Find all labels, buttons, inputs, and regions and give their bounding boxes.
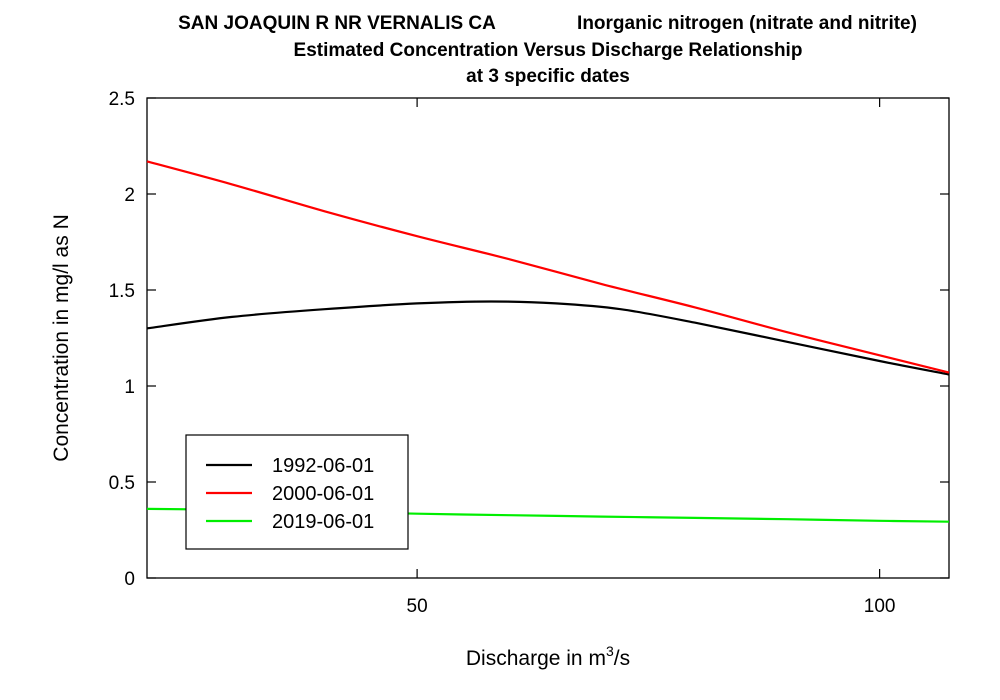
series-line-1992-06-01 xyxy=(146,300,950,376)
legend-label-2019-06-01: 2019-06-01 xyxy=(272,511,374,533)
x-axis-label-prefix: Discharge in m xyxy=(466,647,606,670)
chart-title-line1-left: SAN JOAQUIN R NR VERNALIS CA xyxy=(178,13,496,34)
x-tick-label-0: 50 xyxy=(407,596,428,617)
legend: 1992-06-01 2000-06-01 2019-06-01 xyxy=(185,434,409,550)
x-tick-label-1: 100 xyxy=(864,596,896,617)
y-tick-label-5: 2.5 xyxy=(109,89,135,110)
x-axis-label-suffix: /s xyxy=(614,647,630,670)
x-axis-label-sup: 3 xyxy=(606,643,614,659)
legend-label-1992-06-01: 1992-06-01 xyxy=(272,455,374,477)
y-tick-label-2: 1 xyxy=(124,377,135,398)
y-tick-label-0: 0 xyxy=(124,569,135,590)
legend-label-2000-06-01: 2000-06-01 xyxy=(272,483,374,505)
y-tick-label-1: 0.5 xyxy=(109,473,135,494)
tick-group: 0 0.5 1 1.5 2 2.5 50 100 xyxy=(109,89,949,617)
y-tick-label-3: 1.5 xyxy=(109,281,135,302)
series-line-2000-06-01 xyxy=(146,160,950,374)
chart-title-line2: Estimated Concentration Versus Discharge… xyxy=(294,40,803,61)
x-axis-label: Discharge in m3/s xyxy=(466,643,630,670)
chart-title-line1-right: Inorganic nitrogen (nitrate and nitrite) xyxy=(577,13,917,34)
y-tick-label-4: 2 xyxy=(124,185,135,206)
plot-area xyxy=(146,97,950,579)
y-axis-label: Concentration in mg/l as N xyxy=(50,214,73,461)
chart-title-line3: at 3 specific dates xyxy=(466,66,630,87)
